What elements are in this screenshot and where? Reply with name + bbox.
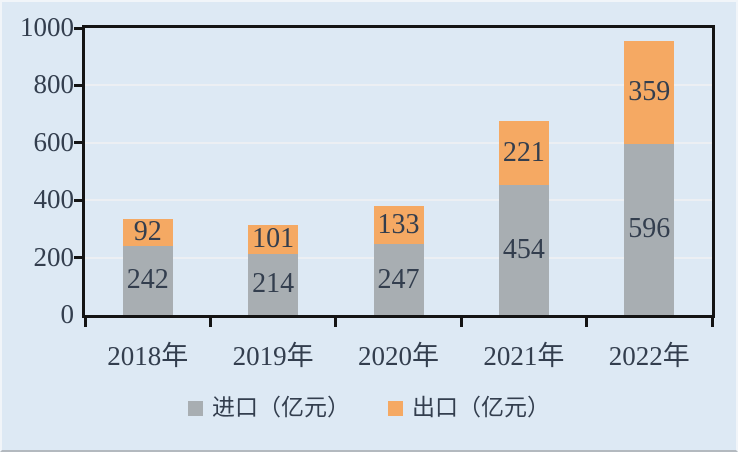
x-tick-mark — [459, 318, 463, 327]
bar-value-label: 454 — [502, 233, 545, 265]
legend: 进口（亿元） 出口（亿元） — [0, 394, 738, 422]
bar-segment: 221 — [498, 121, 549, 185]
y-tick-mark — [74, 198, 85, 202]
x-axis-label: 2021年 — [483, 341, 565, 371]
y-tick-mark — [74, 26, 85, 30]
bar-value-label: 596 — [628, 213, 671, 245]
x-tick-mark — [83, 318, 87, 327]
bar-value-label: 92 — [133, 216, 162, 248]
bar-value-label: 359 — [628, 76, 671, 108]
x-axis-label: 2022年 — [608, 341, 690, 371]
x-axis-label: 2019年 — [232, 341, 314, 371]
gridline — [85, 199, 712, 202]
legend-label: 进口（亿元） — [212, 395, 350, 420]
x-tick-mark — [710, 318, 714, 327]
y-tick-mark — [74, 83, 85, 87]
bar-segment: 133 — [373, 205, 424, 245]
bar-value-label: 221 — [502, 136, 545, 168]
gridline — [85, 141, 712, 144]
legend-item: 进口（亿元） — [188, 394, 350, 422]
bar-value-label: 214 — [252, 268, 295, 300]
legend-swatch — [388, 400, 403, 416]
bar-value-label: 133 — [377, 209, 420, 241]
bar-value-label: 247 — [377, 263, 420, 295]
bar-segment: 247 — [373, 244, 424, 315]
bar-segment: 214 — [248, 253, 299, 315]
legend-label: 出口（亿元） — [412, 395, 550, 420]
y-tick-label: 800 — [33, 69, 75, 100]
y-tick-mark — [74, 256, 85, 260]
y-tick-mark — [74, 141, 85, 145]
x-tick-mark — [585, 318, 589, 327]
bar-segment: 101 — [248, 223, 299, 255]
y-tick-label: 600 — [33, 126, 75, 157]
bar-segment: 92 — [122, 216, 173, 248]
bar-segment: 454 — [498, 184, 549, 315]
bar-segment: 359 — [624, 40, 675, 144]
legend-item: 出口（亿元） — [388, 394, 550, 422]
y-tick-label: 0 — [60, 299, 75, 329]
gridline — [85, 84, 712, 87]
x-tick-mark — [208, 318, 212, 327]
x-tick-mark — [334, 318, 338, 327]
plot-area: 242 92 214 101 247 133 454 221 596 359 — [82, 25, 715, 318]
y-tick-label: 1000 — [20, 12, 74, 42]
y-tick-label: 200 — [33, 241, 75, 272]
bar-value-label: 101 — [252, 223, 295, 255]
x-axis-label: 2020年 — [358, 341, 439, 371]
y-tick-label: 400 — [33, 184, 75, 215]
bar-segment: 596 — [624, 143, 675, 315]
x-axis-label: 2018年 — [107, 341, 189, 371]
bar-segment: 242 — [122, 245, 173, 315]
legend-swatch — [188, 400, 203, 416]
bars-layer: 242 92 214 101 247 133 454 221 596 359 — [85, 28, 712, 315]
bar-value-label: 242 — [126, 264, 169, 296]
